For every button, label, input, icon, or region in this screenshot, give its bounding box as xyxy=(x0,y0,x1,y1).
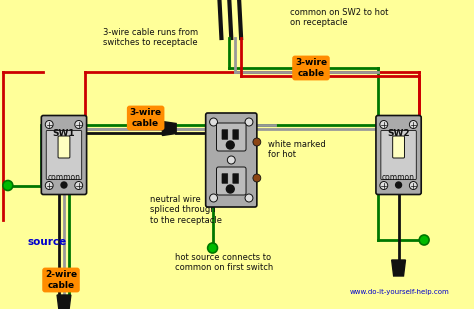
Text: 3-wire
cable: 3-wire cable xyxy=(295,58,327,78)
Polygon shape xyxy=(392,260,405,276)
FancyBboxPatch shape xyxy=(41,116,87,194)
Text: SW2: SW2 xyxy=(387,129,410,138)
Circle shape xyxy=(227,185,234,193)
FancyBboxPatch shape xyxy=(222,129,228,139)
FancyBboxPatch shape xyxy=(233,173,238,184)
Text: 3-wire
cable: 3-wire cable xyxy=(129,108,162,128)
Polygon shape xyxy=(163,121,176,136)
Circle shape xyxy=(380,181,388,189)
FancyBboxPatch shape xyxy=(381,130,416,180)
Circle shape xyxy=(410,121,417,129)
Circle shape xyxy=(210,118,218,126)
Circle shape xyxy=(46,181,53,189)
Text: white marked
for hot: white marked for hot xyxy=(268,140,326,159)
FancyBboxPatch shape xyxy=(206,113,257,207)
Circle shape xyxy=(396,182,401,188)
FancyBboxPatch shape xyxy=(46,130,82,180)
Circle shape xyxy=(253,138,261,146)
Circle shape xyxy=(228,156,235,164)
Text: hot source connects to
common on first switch: hot source connects to common on first s… xyxy=(175,253,273,273)
FancyBboxPatch shape xyxy=(233,129,238,139)
FancyBboxPatch shape xyxy=(222,173,228,184)
Text: common on SW2 to hot
on receptacle: common on SW2 to hot on receptacle xyxy=(290,8,389,28)
Text: 2-wire
cable: 2-wire cable xyxy=(45,270,77,290)
Circle shape xyxy=(75,121,82,129)
Circle shape xyxy=(419,235,429,245)
FancyBboxPatch shape xyxy=(217,123,246,151)
Circle shape xyxy=(75,181,82,189)
Circle shape xyxy=(46,121,53,129)
FancyBboxPatch shape xyxy=(392,136,404,158)
Polygon shape xyxy=(57,295,71,309)
Circle shape xyxy=(210,194,218,202)
Circle shape xyxy=(410,181,417,189)
Text: neutral wire
spliced through
to the receptacle: neutral wire spliced through to the rece… xyxy=(150,195,221,225)
Text: source: source xyxy=(27,237,67,247)
Circle shape xyxy=(380,121,388,129)
Circle shape xyxy=(3,180,13,191)
Circle shape xyxy=(227,141,234,149)
Text: common: common xyxy=(47,172,81,181)
FancyBboxPatch shape xyxy=(217,167,246,195)
Text: 3-wire cable runs from
switches to receptacle: 3-wire cable runs from switches to recep… xyxy=(103,28,199,47)
Circle shape xyxy=(245,118,253,126)
Text: common: common xyxy=(382,172,415,181)
Circle shape xyxy=(208,243,218,253)
FancyBboxPatch shape xyxy=(376,116,421,194)
Circle shape xyxy=(245,194,253,202)
Text: SW1: SW1 xyxy=(53,129,75,138)
Text: www.do-it-yourself-help.com: www.do-it-yourself-help.com xyxy=(349,289,449,295)
Circle shape xyxy=(61,182,67,188)
Circle shape xyxy=(253,174,261,182)
FancyBboxPatch shape xyxy=(58,136,70,158)
